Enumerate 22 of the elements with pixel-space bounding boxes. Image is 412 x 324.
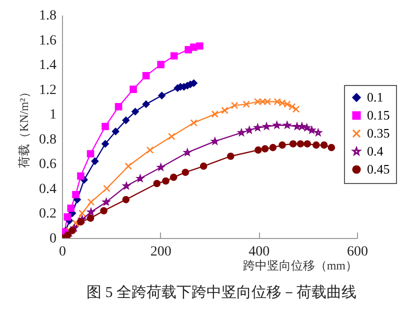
text: 图 5 全跨荷载下跨中竖向位移－荷载曲线 [86, 284, 356, 301]
y-tick-label: 0 [50, 232, 56, 246]
x-tick-label: 600 [347, 244, 368, 260]
y-tick-label: 1.2 [39, 82, 56, 98]
y-tick-label: 1 [50, 108, 56, 123]
x-tick-label: 0 [59, 244, 66, 260]
legend-label: 0.35 [367, 126, 390, 140]
y-tick-label: 0.4 [39, 182, 56, 197]
x-axis-title: 跨中竖向位移（mm） [242, 258, 358, 272]
legend-label: 0.4 [367, 144, 384, 158]
y-tick-label: 1.8 [39, 8, 56, 24]
x-tick-label: 200 [150, 244, 172, 260]
legend-label: 0.45 [367, 162, 390, 176]
y-tick-label: 1.6 [39, 33, 56, 48]
x-tick-label: 400 [248, 244, 270, 260]
legend-label: 0.1 [367, 90, 384, 104]
y-tick-label: 0.8 [39, 132, 56, 148]
y-tick-label: 0.2 [39, 206, 56, 222]
legend-label: 0.15 [367, 108, 390, 122]
y-tick-label: 1.4 [39, 58, 56, 74]
y-axis-title: 荷载（KN/m²） [17, 86, 31, 168]
y-tick-label: 0.6 [39, 157, 56, 172]
